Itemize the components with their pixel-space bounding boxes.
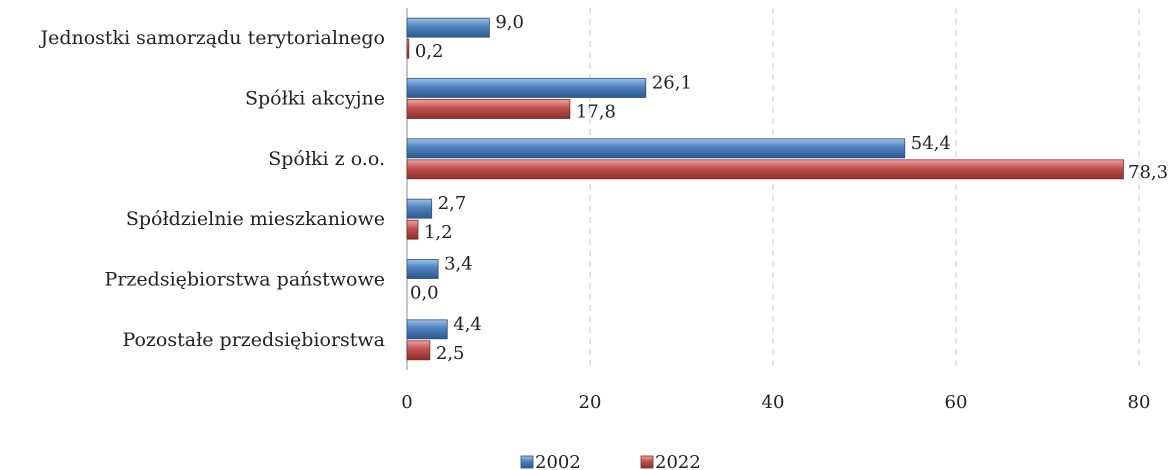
- category-label: Spółdzielnie mieszkaniowe: [126, 208, 385, 230]
- data-label: 78,3: [1128, 162, 1168, 183]
- bar-2022: [406, 159, 1124, 180]
- data-label: 26,1: [652, 73, 692, 94]
- x-tick-label: 80: [1128, 392, 1151, 413]
- data-label: 1,2: [424, 222, 453, 243]
- category-label: Przedsiębiorstwa państwowe: [105, 269, 385, 291]
- legend-label: 2022: [655, 452, 701, 470]
- x-axis-tick-labels: 0 20 40 60 80: [401, 392, 1150, 413]
- bar-2002: [406, 259, 439, 279]
- category-label: Spółki akcyjne: [245, 88, 385, 110]
- data-label: 3,4: [444, 254, 473, 275]
- bar-2002: [406, 138, 906, 159]
- data-label: 54,4: [911, 133, 951, 154]
- data-label: 2,5: [436, 343, 465, 364]
- data-label: 2,7: [438, 193, 467, 214]
- bar-2002: [406, 78, 647, 98]
- bar-2022: [406, 219, 419, 240]
- legend: 2002 2022: [520, 452, 701, 470]
- legend-label: 2002: [535, 452, 581, 470]
- bar-2022: [406, 38, 410, 59]
- x-tick-label: 20: [579, 392, 602, 413]
- x-tick-label: 60: [945, 392, 968, 413]
- x-tick-label: 0: [401, 392, 412, 413]
- data-label: 17,8: [576, 102, 616, 123]
- data-label: 0,2: [415, 41, 444, 62]
- gridlines: [406, 8, 1140, 370]
- bar-2002: [406, 319, 448, 340]
- category-labels: Jednostki samorządu terytorialnego Spółki…: [38, 27, 385, 351]
- data-label: 9,0: [495, 12, 524, 33]
- category-label: Pozostałe przedsiębiorstwa: [122, 329, 385, 351]
- bars: 9,0 0,2 26,1 17,8 54,4 78,3 2,7 1,2 3,40,0 4,4 2,5: [406, 12, 1168, 364]
- bar-2002: [406, 198, 433, 219]
- data-label: 4,4: [453, 314, 482, 335]
- data-label: 0,0: [410, 283, 439, 304]
- legend-swatch-2022: [640, 455, 654, 469]
- x-tick-label: 40: [762, 392, 785, 413]
- bar-2002: [406, 17, 490, 38]
- bar-2022: [406, 340, 431, 361]
- category-label: Jednostki samorządu terytorialnego: [38, 27, 385, 49]
- category-label: Spółki z o.o.: [268, 148, 385, 170]
- bar-2022: [406, 99, 571, 119]
- legend-swatch-2002: [520, 455, 534, 469]
